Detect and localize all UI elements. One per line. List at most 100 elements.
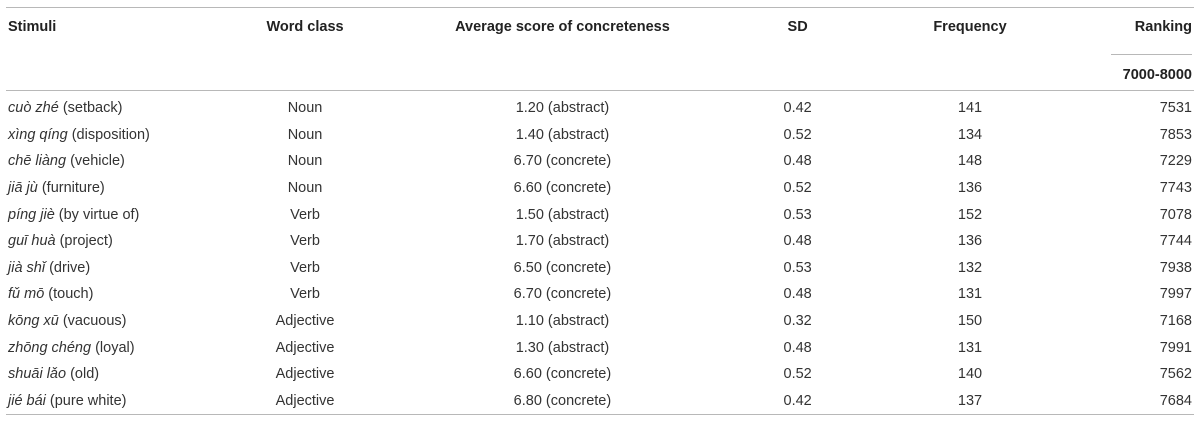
stimulus-pinyin: xìng qíng bbox=[8, 126, 68, 143]
cell-stimulus: chē liàng (vehicle) bbox=[6, 148, 251, 175]
cell-average-score: 1.50 (abstract) bbox=[515, 206, 610, 223]
cell-frequency: 141 bbox=[957, 100, 983, 117]
cell-frequency: 136 bbox=[957, 233, 983, 250]
cell-stimulus: jiā jù (furniture) bbox=[6, 175, 251, 202]
stimulus-gloss: (vacuous) bbox=[58, 313, 127, 330]
cell-average-score: 6.60 (concrete) bbox=[513, 180, 612, 197]
cell-sd: 0.53 bbox=[783, 206, 812, 223]
cell-stimulus: zhōng chéng (loyal) bbox=[6, 334, 251, 361]
cell-stimulus: fǔ mō (touch) bbox=[6, 281, 251, 308]
cell-sd: 0.52 bbox=[783, 366, 812, 383]
table-row: shuāi lǎo (old) Adjective 6.60 (concrete) 0… bbox=[6, 361, 1194, 388]
stimulus-pinyin: fǔ mō bbox=[8, 286, 45, 303]
stimulus-pinyin: jiā jù bbox=[8, 180, 38, 197]
cell-word-class: Adjective bbox=[275, 313, 335, 330]
cell-word-class: Verb bbox=[290, 286, 320, 303]
header-stimuli: Stimuli bbox=[6, 7, 252, 46]
cell-frequency: 134 bbox=[957, 126, 983, 143]
cell-frequency: 148 bbox=[957, 153, 983, 170]
cell-ranking: 7991 bbox=[1159, 339, 1192, 356]
cell-stimulus: kōng xū (vacuous) bbox=[6, 308, 251, 335]
cell-stimulus: píng jiè (by virtue of) bbox=[6, 201, 251, 228]
stimulus-gloss: (vehicle) bbox=[66, 153, 125, 170]
stimulus-gloss: (disposition) bbox=[67, 126, 150, 143]
table-row: kōng xū (vacuous) Adjective 1.10 (abstract… bbox=[6, 308, 1194, 335]
cell-ranking: 7938 bbox=[1159, 259, 1192, 276]
cell-sd: 0.42 bbox=[765, 387, 830, 416]
cell-stimulus: shuāi lǎo (old) bbox=[6, 361, 251, 388]
cell-ranking: 7229 bbox=[1159, 153, 1192, 170]
cell-word-class: Verb bbox=[290, 259, 320, 276]
stimulus-gloss: (touch) bbox=[44, 286, 94, 303]
stimuli-table: Stimuli Word class Average score of conc… bbox=[6, 7, 1194, 416]
cell-sd: 0.52 bbox=[783, 180, 812, 197]
cell-frequency: 132 bbox=[957, 259, 983, 276]
header-subrow: 7000-8000 bbox=[6, 46, 1194, 91]
table-row: chē liàng (vehicle) Noun 6.70 (concrete) 0.… bbox=[6, 148, 1194, 175]
table-row: cuò zhé (setback) Noun 1.20 (abstract) 0.42… bbox=[6, 91, 1194, 122]
cell-average-score: 1.30 (abstract) bbox=[515, 339, 610, 356]
cell-sd: 0.53 bbox=[783, 259, 812, 276]
cell-frequency: 131 bbox=[957, 339, 983, 356]
table-row: jié bái (pure white) Adjective 6.80 (concr… bbox=[6, 387, 1194, 416]
cell-frequency: 136 bbox=[957, 180, 983, 197]
cell-stimulus: guī huà (project) bbox=[6, 228, 251, 255]
cell-word-class: Adjective bbox=[275, 339, 335, 356]
stimulus-pinyin: jià shǐ bbox=[8, 259, 46, 276]
stimulus-gloss: (setback) bbox=[58, 100, 123, 117]
cell-ranking: 7997 bbox=[1159, 286, 1192, 303]
cell-average-score: 1.20 (abstract) bbox=[515, 100, 610, 117]
stimulus-gloss: (pure white) bbox=[45, 392, 127, 409]
stimulus-gloss: (project) bbox=[55, 233, 113, 250]
cell-word-class: Noun bbox=[287, 100, 323, 117]
cell-average-score: 6.70 (concrete) bbox=[513, 153, 612, 170]
header-sd: SD bbox=[765, 7, 830, 46]
table-body: cuò zhé (setback) Noun 1.20 (abstract) 0.42… bbox=[6, 91, 1194, 416]
cell-word-class: Noun bbox=[287, 153, 323, 170]
cell-stimulus: cuò zhé (setback) bbox=[6, 91, 251, 122]
cell-word-class: Adjective bbox=[275, 366, 335, 383]
cell-word-class: Verb bbox=[290, 206, 320, 223]
cell-sd: 0.48 bbox=[783, 233, 812, 250]
stimulus-pinyin: chē liàng bbox=[8, 153, 67, 170]
cell-ranking: 7562 bbox=[1159, 366, 1192, 383]
stimulus-pinyin: píng jiè bbox=[8, 206, 55, 223]
cell-ranking: 7168 bbox=[1159, 313, 1192, 330]
cell-word-class: Noun bbox=[287, 180, 323, 197]
cell-word-class: Verb bbox=[290, 233, 320, 250]
stimulus-pinyin: cuò zhé bbox=[8, 100, 59, 117]
cell-sd: 0.42 bbox=[783, 100, 812, 117]
cell-average-score: 6.50 (concrete) bbox=[513, 259, 612, 276]
cell-stimulus: xìng qíng (disposition) bbox=[6, 122, 251, 149]
stimulus-gloss: (drive) bbox=[45, 259, 91, 276]
cell-ranking: 7078 bbox=[1159, 206, 1192, 223]
cell-sd: 0.48 bbox=[783, 286, 812, 303]
table-row: píng jiè (by virtue of) Verb 1.50 (abstrac… bbox=[6, 201, 1194, 228]
header-ranking: Ranking bbox=[1110, 7, 1194, 46]
stimulus-pinyin: jié bái bbox=[8, 392, 46, 409]
table-row: fǔ mō (touch) Verb 6.70 (concrete) 0.48 131 7… bbox=[6, 281, 1194, 308]
cell-sd: 0.52 bbox=[783, 126, 812, 143]
table-row: jiā jù (furniture) Noun 6.60 (concrete) 0.5… bbox=[6, 175, 1194, 202]
cell-frequency: 150 bbox=[957, 313, 983, 330]
table-row: guī huà (project) Verb 1.70 (abstract) 0.48… bbox=[6, 228, 1194, 255]
cell-average-score: 1.10 (abstract) bbox=[515, 313, 610, 330]
cell-ranking: 7853 bbox=[1159, 126, 1192, 143]
cell-ranking: 7743 bbox=[1159, 180, 1192, 197]
cell-average-score: 1.40 (abstract) bbox=[515, 126, 610, 143]
stimulus-gloss: (by virtue of) bbox=[54, 206, 140, 223]
header-row: Stimuli Word class Average score of conc… bbox=[6, 7, 1194, 46]
stimulus-pinyin: zhōng chéng bbox=[8, 339, 92, 356]
cell-ranking: 7744 bbox=[1159, 233, 1192, 250]
ranking-range-label: 7000-8000 bbox=[1110, 53, 1192, 83]
cell-stimulus: jié bái (pure white) bbox=[6, 387, 252, 416]
cell-word-class: Adjective bbox=[251, 387, 360, 416]
cell-word-class: Noun bbox=[287, 126, 323, 143]
cell-sd: 0.48 bbox=[783, 339, 812, 356]
cell-sd: 0.48 bbox=[783, 153, 812, 170]
stimulus-gloss: (furniture) bbox=[37, 180, 105, 197]
cell-average-score: 6.60 (concrete) bbox=[513, 366, 612, 383]
header-frequency: Frequency bbox=[829, 7, 1111, 46]
stimulus-gloss: (old) bbox=[66, 366, 100, 383]
